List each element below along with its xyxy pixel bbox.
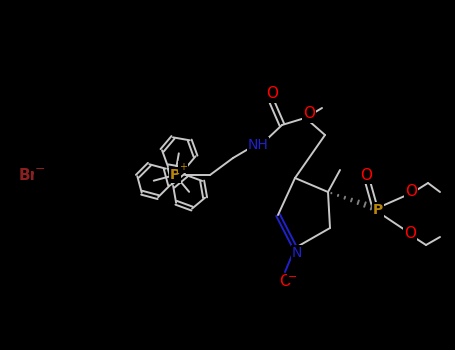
Text: O: O [404, 226, 416, 242]
Text: O: O [279, 274, 291, 289]
Text: +: + [179, 162, 187, 172]
Text: P: P [373, 203, 383, 217]
Text: P: P [170, 168, 180, 182]
Text: N: N [292, 246, 302, 260]
Text: NH: NH [248, 138, 268, 152]
Text: −: − [35, 162, 45, 175]
Text: O: O [266, 86, 278, 102]
Text: Br: Br [19, 168, 38, 182]
Text: O: O [303, 106, 315, 121]
Text: O: O [405, 184, 417, 200]
Text: −: − [288, 272, 298, 282]
Text: O: O [360, 168, 372, 182]
